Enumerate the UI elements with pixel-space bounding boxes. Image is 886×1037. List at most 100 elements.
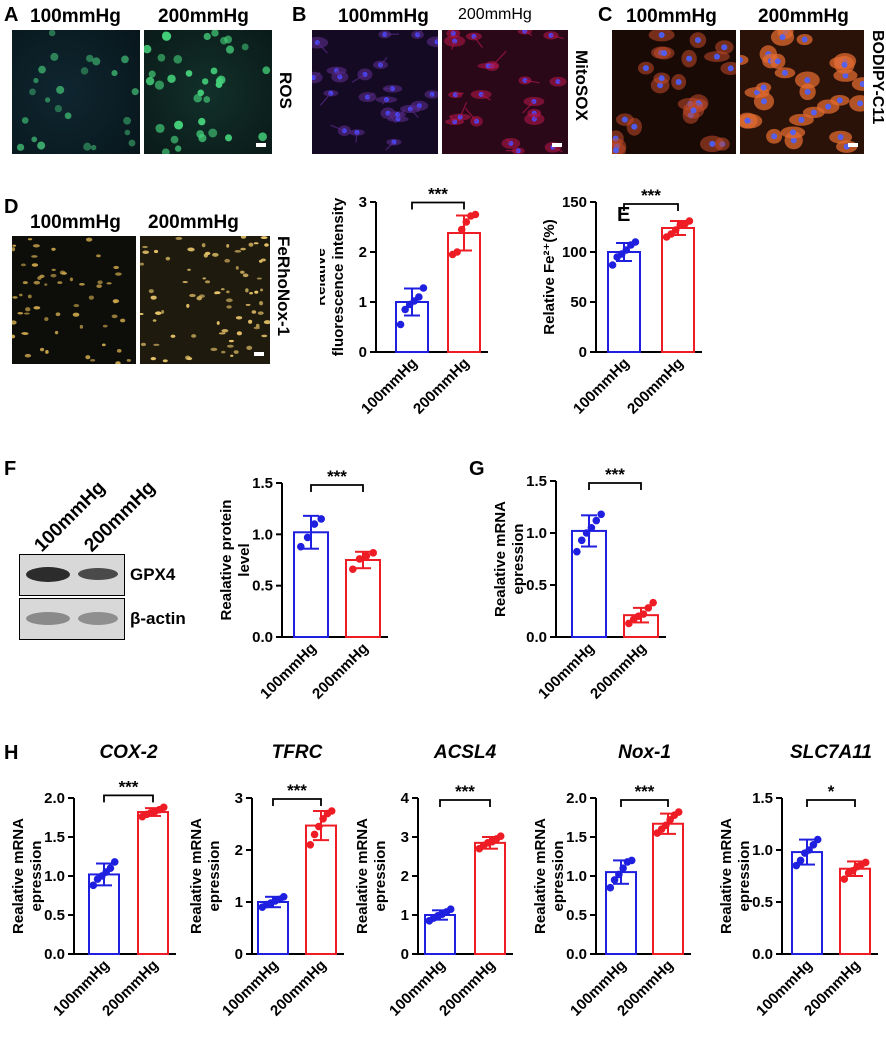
data-point xyxy=(627,856,636,865)
bodipy-200-micrograph xyxy=(740,30,864,154)
data-point xyxy=(671,226,680,234)
x-tick-label: 100mmHg xyxy=(570,355,633,418)
significance-stars: *** xyxy=(605,465,625,484)
y-tick-label: 1.0 xyxy=(252,526,273,543)
y-tick-label: 1.5 xyxy=(252,475,273,492)
cell xyxy=(51,268,56,271)
cell xyxy=(73,304,80,308)
cell xyxy=(102,324,108,328)
data-point xyxy=(619,864,627,872)
cell xyxy=(155,123,165,133)
cell xyxy=(235,265,239,270)
y-tick-label: 0.0 xyxy=(252,629,273,646)
cell xyxy=(44,97,51,103)
significance-stars: *** xyxy=(635,782,655,801)
cell xyxy=(849,95,864,112)
cell xyxy=(116,349,122,353)
panel-b-right-label: 200mmHg xyxy=(458,6,532,23)
cell xyxy=(92,57,101,66)
significance-bracket xyxy=(310,484,364,492)
nucleus xyxy=(612,147,619,154)
cell xyxy=(37,141,46,150)
y-axis-label: Realative mRNAepression xyxy=(10,818,45,934)
cell xyxy=(198,134,207,143)
cell xyxy=(27,238,33,241)
y-tick-label: 1.5 xyxy=(752,790,773,807)
data-point xyxy=(496,832,505,841)
data-point xyxy=(622,246,631,254)
y-tick-label: 0.0 xyxy=(752,946,773,963)
cell xyxy=(242,273,249,278)
nucleus xyxy=(337,74,343,80)
cell xyxy=(210,67,218,75)
significance-bracket xyxy=(623,203,679,211)
panel-label-a: A xyxy=(4,4,19,26)
y-tick-label: 1.0 xyxy=(566,868,587,885)
data-point xyxy=(610,876,619,884)
significance-bracket xyxy=(620,799,669,807)
cell xyxy=(44,283,48,286)
cell-process xyxy=(319,92,332,106)
cell xyxy=(18,293,23,297)
panel-label-g: G xyxy=(469,458,485,480)
cell xyxy=(148,289,154,294)
cell xyxy=(182,281,188,284)
data-point xyxy=(310,520,319,528)
cell xyxy=(22,281,28,285)
bar-200mmHg xyxy=(137,811,169,956)
cell xyxy=(186,357,193,361)
cell xyxy=(187,247,195,252)
y-axis-label-line: Realative mRNA xyxy=(354,818,371,934)
cell xyxy=(21,332,28,335)
y-tick-label: 0.5 xyxy=(252,578,273,595)
significance-stars: *** xyxy=(119,777,139,796)
cell-process xyxy=(480,93,491,101)
cell xyxy=(54,330,59,335)
cell xyxy=(12,296,18,299)
y-tick-label: 2.0 xyxy=(44,790,65,807)
y-axis-label-line: level xyxy=(236,543,253,576)
nucleus xyxy=(790,137,797,144)
cell-process xyxy=(417,105,420,113)
bar-200mmHg xyxy=(652,822,684,955)
ferhonox-200-micrograph xyxy=(140,236,270,364)
y-tick-label: 2 xyxy=(359,244,367,261)
significance-bracket xyxy=(411,201,465,210)
data-point xyxy=(355,555,364,563)
cell xyxy=(233,350,239,354)
nucleus xyxy=(744,117,751,124)
y-axis-label-line: epression xyxy=(550,841,567,912)
data-point xyxy=(453,248,461,256)
data-point xyxy=(597,510,605,519)
nucleus xyxy=(365,94,371,100)
cell xyxy=(12,320,17,325)
cell xyxy=(85,355,91,360)
cell xyxy=(226,244,230,248)
cell xyxy=(221,329,229,333)
cell xyxy=(221,350,226,354)
nucleus xyxy=(810,109,817,116)
cell xyxy=(101,343,106,347)
cell-process xyxy=(380,57,388,66)
bar-200mmHg xyxy=(661,227,695,353)
data-point xyxy=(587,524,596,532)
cell xyxy=(251,310,257,314)
cell xyxy=(31,255,38,258)
cell xyxy=(31,263,39,267)
cell xyxy=(201,78,209,85)
cell xyxy=(150,356,157,361)
y-axis-label-line: fluorescence intensity xyxy=(330,197,347,356)
cell xyxy=(170,334,176,338)
actin-band-200 xyxy=(78,612,118,625)
nox1-chart: Nox-1 0.0 0.5 1.0 1.5 2.0 Realative mRNAepress… xyxy=(532,742,691,1020)
mitosox-stain-label: MitoSOX xyxy=(572,50,591,121)
significance-stars: *** xyxy=(327,467,347,486)
cell xyxy=(55,312,61,317)
y-tick-label: 0.5 xyxy=(526,577,547,594)
cell-process xyxy=(351,73,366,83)
cell xyxy=(175,236,183,240)
cell xyxy=(57,281,63,284)
panel-label-d: D xyxy=(4,196,19,218)
